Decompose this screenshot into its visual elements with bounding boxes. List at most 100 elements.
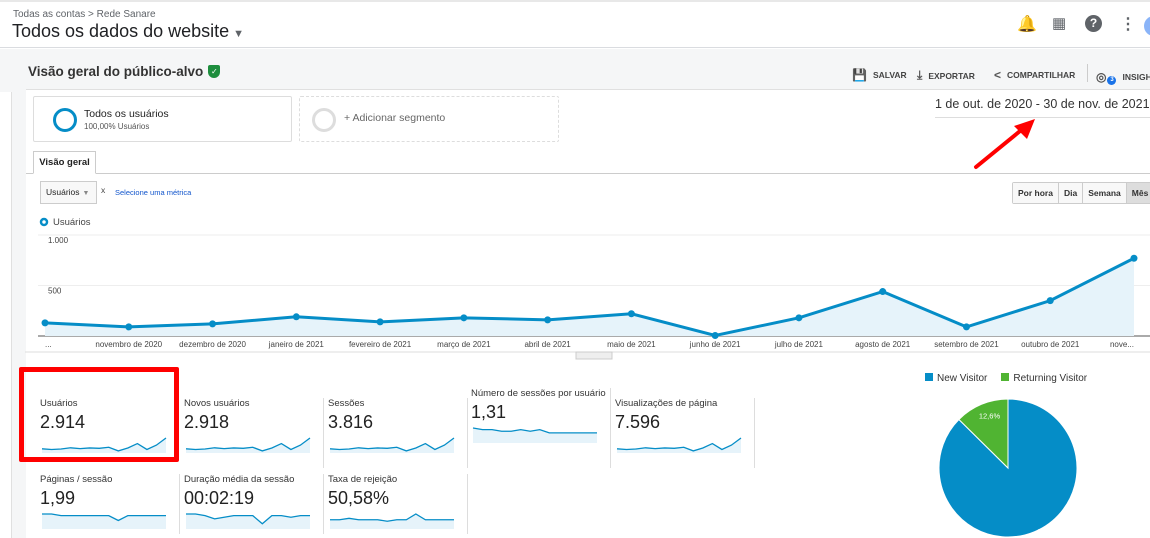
avatar[interactable] [1144, 16, 1150, 36]
visitor-pie-chart: 87,4% 12,6% [938, 398, 1078, 538]
data-point[interactable] [125, 323, 133, 331]
view-selector[interactable]: Todos os dados do website ▼ [12, 21, 244, 42]
pie-label: 12,6% [979, 412, 1001, 421]
more-vert-icon[interactable]: ⋮ [1120, 16, 1136, 33]
share-icon: < [994, 68, 1002, 82]
x-tick-label: junho de 2021 [689, 340, 741, 349]
data-point[interactable] [544, 316, 552, 324]
breadcrumb[interactable]: Todas as contas > Rede Sanare [13, 9, 156, 20]
x-tick-label: ... [45, 340, 52, 349]
series-line [44, 256, 1135, 338]
data-point[interactable] [1130, 254, 1138, 262]
metric-label: Usuários [40, 398, 78, 409]
x-tick-label: janeiro de 2021 [268, 340, 325, 349]
granularity-week[interactable]: Semana [1083, 183, 1127, 203]
legend-swatch [1001, 373, 1010, 381]
tab-divider [26, 173, 1150, 174]
metric-dropdown[interactable]: Usuários ▼ [40, 181, 97, 204]
granularity-hour[interactable]: Por hora [1013, 183, 1059, 203]
metric-cell[interactable]: Páginas / sessão 1,99 [40, 474, 180, 534]
x-tick-label: março de 2021 [437, 340, 491, 349]
metric-value: 2.918 [184, 412, 230, 432]
sparkline-area [617, 438, 741, 453]
apps-icon[interactable]: ▦ [1052, 15, 1067, 32]
sparkline-area [186, 514, 310, 529]
data-point[interactable] [376, 318, 384, 326]
x-tick-label: julho de 2021 [774, 340, 824, 349]
data-point[interactable] [795, 314, 803, 322]
metric-cell[interactable]: Número de sessões por usuário 1,31 [471, 388, 611, 468]
metric-cell[interactable]: Visualizações de página 7.596 [615, 398, 755, 468]
metric-sparkline [472, 427, 597, 443]
metric-value: 1,99 [40, 488, 76, 508]
data-point[interactable] [962, 323, 970, 331]
insights-label: INSIGHTS [1122, 71, 1150, 82]
metric-cell[interactable]: Novos usuários 2.918 [184, 398, 324, 468]
data-point[interactable] [711, 331, 719, 339]
tab-overview[interactable]: Visão geral [33, 151, 96, 174]
area-fill [45, 258, 1134, 336]
sparkline-line [185, 437, 311, 452]
pie-slice[interactable] [958, 398, 1009, 470]
data-point[interactable] [292, 313, 300, 321]
sparkline-area [42, 514, 166, 529]
metric-value: 00:02:19 [184, 488, 255, 508]
x-tick-label: setembro de 2021 [934, 340, 999, 349]
metric-value: 7.596 [615, 412, 661, 432]
metric-cell[interactable]: Taxa de rejeição 50,58% [328, 474, 468, 534]
legend-swatch [925, 373, 933, 381]
sparkline-line [616, 437, 742, 452]
chart-resize-handle[interactable] [575, 351, 613, 360]
sparkline-line [472, 427, 597, 434]
data-point[interactable] [879, 288, 887, 296]
granularity-month[interactable]: Mês [1126, 183, 1150, 203]
date-range-text: 1 de out. de 2020 - 30 de nov. de 2021 [935, 97, 1150, 111]
share-button[interactable]: < COMPARTILHAR [994, 68, 1075, 82]
select-metric-link[interactable]: Selecione uma métrica [115, 188, 192, 197]
sparkline-line [329, 437, 455, 452]
x-tick-label: dezembro de 2020 [179, 340, 246, 349]
x-tick-label: outubro de 2021 [1021, 340, 1080, 349]
x-tick-label: novembro de 2020 [95, 340, 162, 349]
segment-all-users[interactable]: Todos os usuários 100,00% Usuários [33, 96, 292, 142]
date-range-picker[interactable]: 1 de out. de 2020 - 30 de nov. de 2021 ▼ [935, 97, 1150, 118]
granularity-day[interactable]: Dia [1058, 183, 1084, 203]
sparkline-line [42, 513, 166, 522]
legend-new-visitor: New Visitor [925, 373, 987, 384]
data-point[interactable] [209, 320, 217, 328]
metric-cell[interactable]: Sessões 3.816 [328, 398, 468, 468]
export-button[interactable]: ⤓ EXPORTAR [917, 68, 975, 83]
legend-marker [39, 217, 49, 227]
caret-down-icon: ▼ [82, 190, 90, 197]
save-button[interactable]: 💾 SALVAR [852, 68, 907, 82]
segment-pct: 100,00% Usuários [84, 122, 150, 131]
x-tick-label: fevereiro de 2021 [349, 340, 412, 349]
data-point[interactable] [627, 310, 635, 318]
bell-icon[interactable]: 🔔 [1017, 16, 1037, 33]
pie-label: 87,4% [1037, 527, 1059, 536]
remove-metric-button[interactable]: x [101, 185, 106, 195]
caret-down-icon: ▼ [233, 28, 245, 40]
legend-returning-visitor: Returning Visitor [1001, 373, 1087, 384]
metric-selected: Usuários [46, 187, 80, 197]
data-point[interactable] [1046, 297, 1054, 305]
metric-cell[interactable]: Duração média da sessão 00:02:19 [184, 474, 324, 534]
data-point[interactable] [41, 319, 49, 327]
highlight-box-annotation [19, 367, 179, 462]
metric-label: Páginas / sessão [40, 474, 113, 485]
x-tick-label: abril de 2021 [524, 340, 571, 349]
segment-ring-icon [53, 108, 77, 132]
legend-label: New Visitor [937, 373, 988, 384]
metric-cell[interactable]: Usuários 2.914 [40, 398, 180, 468]
data-point[interactable] [460, 314, 468, 322]
pie-slice[interactable] [938, 398, 1078, 538]
left-sidebar [0, 92, 12, 538]
help-icon[interactable]: ? [1085, 15, 1102, 32]
insights-button[interactable]: ◎3 INSIGHTS [1096, 68, 1150, 85]
metric-label: Novos usuários [184, 398, 250, 409]
add-segment-button[interactable]: + Adicionar segmento [299, 96, 559, 142]
metric-sparkline [185, 437, 311, 453]
page-title: Visão geral do público-alvo [28, 64, 204, 79]
export-label: EXPORTAR [928, 70, 975, 81]
metric-value: 1,31 [471, 402, 507, 422]
